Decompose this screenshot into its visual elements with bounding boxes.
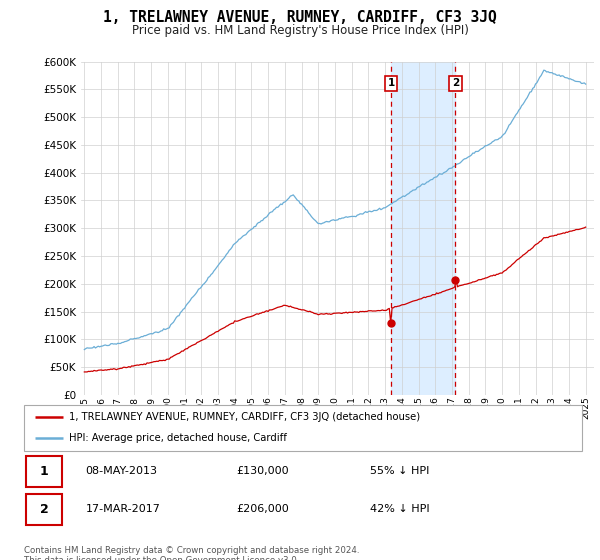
- Text: 2: 2: [40, 503, 49, 516]
- Text: Price paid vs. HM Land Registry's House Price Index (HPI): Price paid vs. HM Land Registry's House …: [131, 24, 469, 36]
- Text: 1: 1: [388, 78, 395, 88]
- Text: 08-MAY-2013: 08-MAY-2013: [85, 466, 157, 476]
- Text: 1, TRELAWNEY AVENUE, RUMNEY, CARDIFF, CF3 3JQ: 1, TRELAWNEY AVENUE, RUMNEY, CARDIFF, CF…: [103, 10, 497, 25]
- Bar: [26, 494, 62, 525]
- Bar: [391, 62, 455, 395]
- Text: 1, TRELAWNEY AVENUE, RUMNEY, CARDIFF, CF3 3JQ (detached house): 1, TRELAWNEY AVENUE, RUMNEY, CARDIFF, CF…: [68, 412, 420, 422]
- Text: 2: 2: [452, 78, 459, 88]
- Text: 17-MAR-2017: 17-MAR-2017: [85, 505, 160, 514]
- Text: £206,000: £206,000: [236, 505, 289, 514]
- Text: 1: 1: [40, 465, 49, 478]
- Bar: [26, 456, 62, 487]
- Text: HPI: Average price, detached house, Cardiff: HPI: Average price, detached house, Card…: [68, 433, 287, 444]
- Text: £130,000: £130,000: [236, 466, 289, 476]
- Text: 42% ↓ HPI: 42% ↓ HPI: [370, 505, 430, 514]
- Text: 55% ↓ HPI: 55% ↓ HPI: [370, 466, 430, 476]
- Text: Contains HM Land Registry data © Crown copyright and database right 2024.
This d: Contains HM Land Registry data © Crown c…: [24, 546, 359, 560]
